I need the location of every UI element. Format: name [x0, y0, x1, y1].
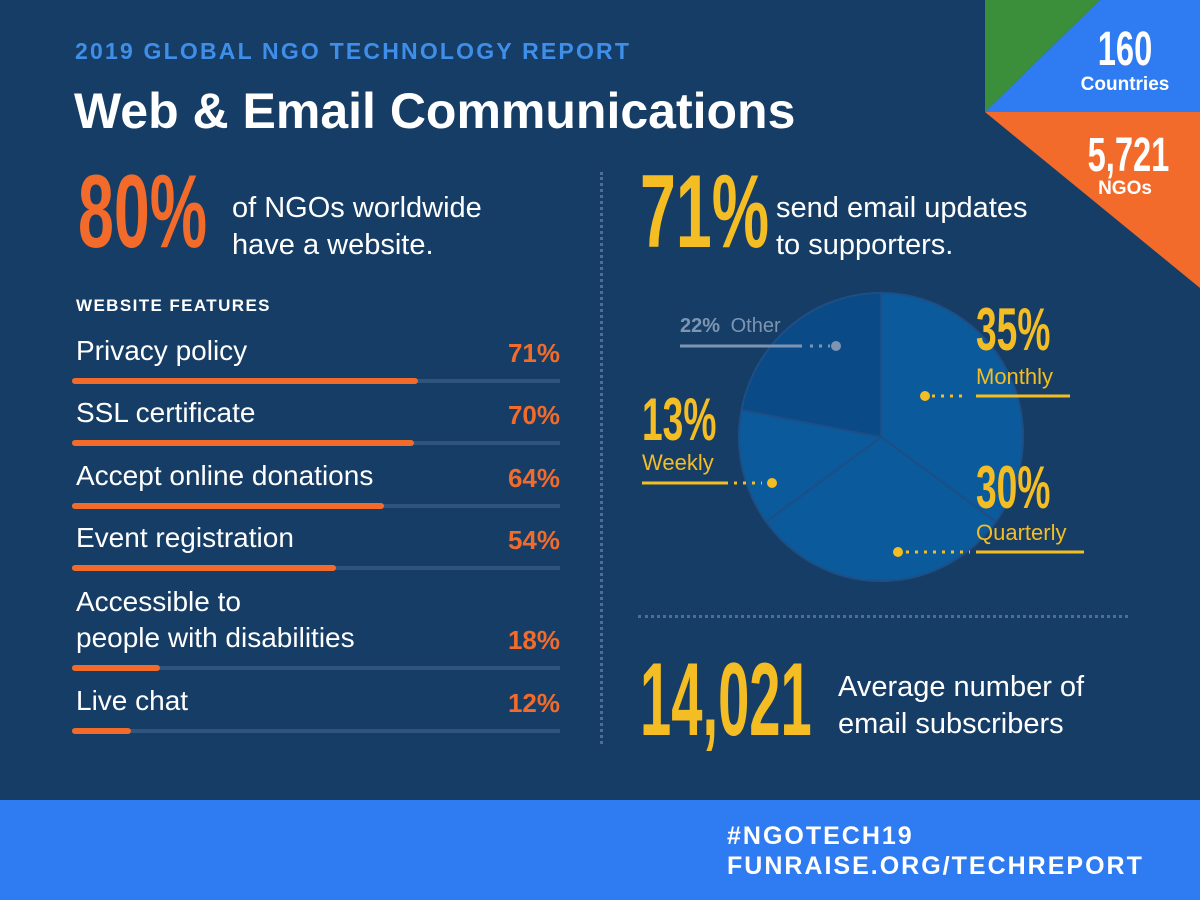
feature-row: Event registration 54%: [72, 517, 560, 571]
feature-bar: [72, 565, 336, 571]
weekly-label: Weekly: [642, 450, 714, 475]
feature-label-line2: people with disabilities: [76, 622, 355, 653]
corner-badge-graphic: [985, 0, 1200, 288]
quarterly-marker: [893, 547, 903, 557]
feature-bar: [72, 440, 414, 446]
feature-bar: [72, 503, 385, 509]
vertical-divider: [600, 172, 603, 744]
feature-row: SSL certificate 70%: [72, 392, 560, 446]
feature-value: 12%: [507, 688, 560, 718]
feature-label: Event registration: [76, 522, 294, 553]
countries-label: Countries: [1080, 74, 1170, 95]
feature-bar: [72, 378, 419, 384]
weekly-value: 13%: [642, 386, 716, 453]
feature-bar: [72, 665, 160, 671]
subscribers-count: 14,021: [640, 642, 812, 758]
website-stat-line1: of NGOs worldwide: [232, 192, 482, 224]
email-frequency-pie-chart: 22% Other 35% Monthly 13% Weekly 30% Qua…: [642, 291, 1084, 582]
other-label-group: 22% Other: [680, 315, 781, 337]
quarterly-label: Quarterly: [976, 520, 1066, 545]
orange-badge: [985, 112, 1200, 288]
ngos-label: NGOs: [1098, 178, 1152, 199]
quarterly-value: 30%: [976, 454, 1050, 521]
footer-bar: [0, 800, 1200, 900]
website-features-heading: WEBSITE FEATURES: [76, 296, 271, 315]
pie-slice-monthly: [880, 291, 1024, 524]
countries-count: 160: [1097, 23, 1153, 76]
feature-value: 70%: [507, 400, 560, 430]
feature-track: [72, 729, 560, 733]
subscribers-line1: Average number of: [838, 671, 1085, 703]
feature-label: Live chat: [76, 685, 189, 716]
website-stat-line2: have a website.: [232, 229, 434, 261]
other-marker: [831, 341, 841, 351]
other-label: Other: [731, 315, 781, 337]
feature-label: SSL certificate: [76, 397, 256, 428]
pie-slice-other: [740, 291, 882, 439]
ngos-count: 5,721: [1087, 129, 1170, 182]
email-stat-line2: to supporters.: [776, 229, 954, 261]
email-percent: 71%: [640, 154, 770, 270]
email-stat-text: send email updates to supporters.: [776, 190, 1028, 264]
feature-label: Accept online donations: [76, 460, 374, 491]
feature-track: [72, 666, 560, 670]
pie-slice-weekly: [738, 408, 884, 524]
footer-url[interactable]: FUNRAISE.ORG/TECHREPORT: [727, 852, 1144, 880]
subscribers-line2: email subscribers: [838, 708, 1064, 740]
report-label: 2019 GLOBAL NGO TECHNOLOGY REPORT: [75, 38, 632, 64]
blue-badge: [985, 0, 1200, 112]
monthly-marker: [920, 391, 930, 401]
feature-value: 64%: [507, 463, 560, 493]
horizontal-divider: [638, 615, 1128, 618]
email-stat-line1: send email updates: [776, 192, 1028, 224]
feature-label: Accessible to people with disabilities: [76, 584, 355, 656]
feature-row: Accessible to people with disabilities 1…: [72, 580, 560, 671]
page-title: Web & Email Communications: [74, 83, 796, 139]
subscribers-stat-text: Average number of email subscribers: [838, 669, 1084, 743]
monthly-value: 35%: [976, 296, 1050, 363]
pie-slice-quarterly: [764, 435, 998, 582]
feature-label: Privacy policy: [76, 335, 248, 366]
feature-label-line1: Accessible to: [76, 586, 241, 617]
footer-hashtag[interactable]: #NGOTECH19: [727, 822, 914, 850]
feature-row: Privacy policy 71%: [72, 330, 560, 384]
feature-bar: [72, 728, 131, 734]
feature-row: Accept online donations 64%: [72, 455, 560, 509]
weekly-marker: [767, 478, 777, 488]
feature-value: 18%: [507, 625, 560, 655]
other-value: 22%: [680, 315, 720, 337]
monthly-label: Monthly: [976, 364, 1053, 389]
feature-value: 71%: [507, 338, 560, 368]
website-percent: 80%: [78, 154, 208, 270]
feature-value: 54%: [507, 525, 560, 555]
website-stat-text: of NGOs worldwide have a website.: [232, 190, 482, 264]
feature-row: Live chat 12%: [72, 680, 560, 734]
